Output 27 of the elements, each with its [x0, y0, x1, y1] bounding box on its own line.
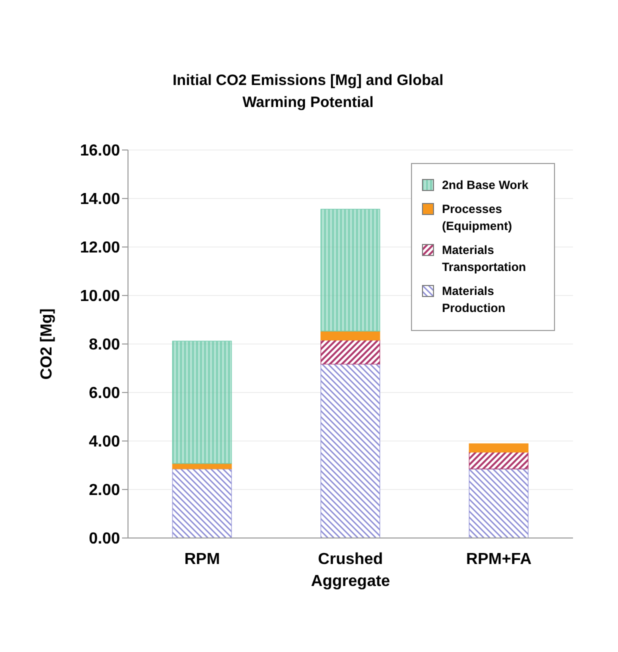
x-tick-label: Crushed Aggregate [310, 551, 390, 590]
bar [172, 340, 232, 464]
bar [468, 452, 528, 470]
legend-label: Materials Transportation [442, 242, 528, 276]
y-tick-label: 10.00 [80, 288, 120, 306]
legend-label: 2nd Base Work [442, 177, 528, 194]
y-tick-label: 12.00 [80, 240, 120, 257]
y-tick-label: 16.00 [80, 142, 120, 160]
legend-label: Processes (Equipment) [442, 201, 513, 235]
bar [320, 364, 380, 538]
y-tick-label: 6.00 [88, 385, 120, 402]
x-tick-label: RPM [184, 551, 220, 568]
y-tick-label: 0.00 [88, 530, 120, 548]
legend-label: Materials Production [442, 283, 506, 317]
x-tick-label: RPM+FA [466, 551, 532, 568]
bar [320, 330, 380, 340]
y-tick-label: 2.00 [88, 482, 120, 500]
bar [468, 443, 528, 452]
y-tick-label: 8.00 [88, 336, 120, 354]
bar [468, 468, 528, 538]
chart-title: Initial CO2 Emissions [Mg] and Global Warming Potential [172, 71, 444, 113]
y-tick-label: 4.00 [88, 434, 120, 451]
y-axis-title: CO2 [Mg] [38, 308, 56, 380]
bar [320, 340, 380, 364]
bar [320, 208, 380, 332]
y-tick-label: 14.00 [80, 191, 120, 208]
bar [172, 468, 232, 538]
